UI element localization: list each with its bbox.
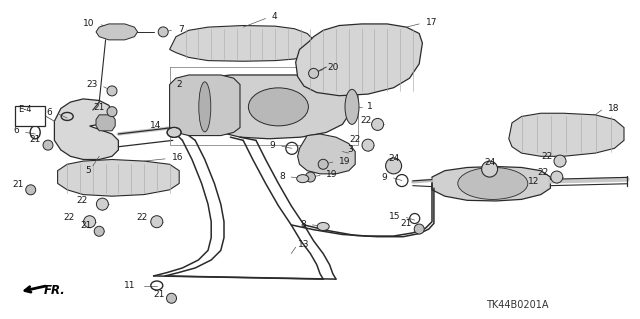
Text: 14: 14 [150,121,161,130]
Text: 22: 22 [360,116,372,125]
Text: 16: 16 [172,153,183,162]
Text: 22: 22 [76,196,88,205]
Circle shape [362,139,374,151]
Polygon shape [205,75,352,139]
Polygon shape [96,24,138,40]
Text: 21: 21 [93,103,105,112]
Ellipse shape [199,82,211,132]
Text: 4: 4 [272,12,278,21]
Text: 11: 11 [124,281,136,290]
Polygon shape [432,167,550,201]
Text: 24: 24 [484,158,495,167]
Circle shape [166,293,177,303]
Circle shape [107,86,117,96]
Text: 20: 20 [328,63,339,72]
Polygon shape [509,113,624,156]
Text: 21: 21 [401,219,412,228]
Text: 21: 21 [29,135,41,144]
Circle shape [551,171,563,183]
Text: 18: 18 [608,104,620,113]
Text: 19: 19 [326,170,338,179]
Ellipse shape [317,222,329,231]
Text: 22: 22 [537,168,548,177]
Circle shape [158,27,168,37]
Text: 21: 21 [12,180,24,189]
Circle shape [554,155,566,167]
Circle shape [26,185,36,195]
Text: 24: 24 [388,154,399,163]
Text: 7: 7 [178,25,184,34]
Ellipse shape [199,88,217,126]
Polygon shape [296,24,422,96]
Polygon shape [298,134,355,174]
Circle shape [482,161,498,177]
Text: 9: 9 [269,141,275,150]
Text: 22: 22 [541,152,553,161]
Text: 23: 23 [86,80,97,89]
FancyBboxPatch shape [15,106,45,126]
Ellipse shape [248,88,308,126]
Circle shape [84,216,95,228]
Circle shape [308,68,319,78]
Ellipse shape [458,167,528,199]
Text: 17: 17 [426,18,437,27]
Text: 8: 8 [300,220,306,229]
Text: 2: 2 [177,80,182,89]
Text: 3: 3 [348,145,353,154]
Circle shape [94,226,104,236]
Text: TK44B0201A: TK44B0201A [486,300,549,310]
Circle shape [43,140,53,150]
Polygon shape [170,75,240,136]
Ellipse shape [297,174,308,183]
Text: E-4: E-4 [18,105,32,114]
Circle shape [305,172,316,182]
Polygon shape [96,115,115,131]
Text: FR.: FR. [44,285,65,297]
Text: 22: 22 [136,213,148,222]
Text: 13: 13 [298,241,310,249]
Text: 21: 21 [81,221,92,230]
Ellipse shape [167,127,181,137]
Polygon shape [58,160,179,196]
Text: 15: 15 [388,212,400,221]
Text: 22: 22 [349,135,361,144]
Text: 6: 6 [13,126,19,135]
Text: 21: 21 [153,290,164,299]
Text: 9: 9 [381,173,387,182]
Text: 10: 10 [83,19,95,28]
Text: 8: 8 [279,172,285,181]
Text: 6: 6 [47,108,52,117]
Circle shape [151,216,163,228]
Circle shape [372,118,383,130]
Text: 19: 19 [339,157,351,166]
Text: 12: 12 [528,177,540,186]
Polygon shape [54,99,118,160]
Circle shape [385,158,402,174]
Ellipse shape [345,89,359,124]
Circle shape [107,107,117,117]
Text: 22: 22 [63,213,75,222]
Circle shape [318,159,328,169]
Circle shape [414,224,424,234]
Text: 1: 1 [367,102,372,111]
Text: 5: 5 [85,166,91,175]
Polygon shape [170,26,314,61]
Circle shape [97,198,108,210]
